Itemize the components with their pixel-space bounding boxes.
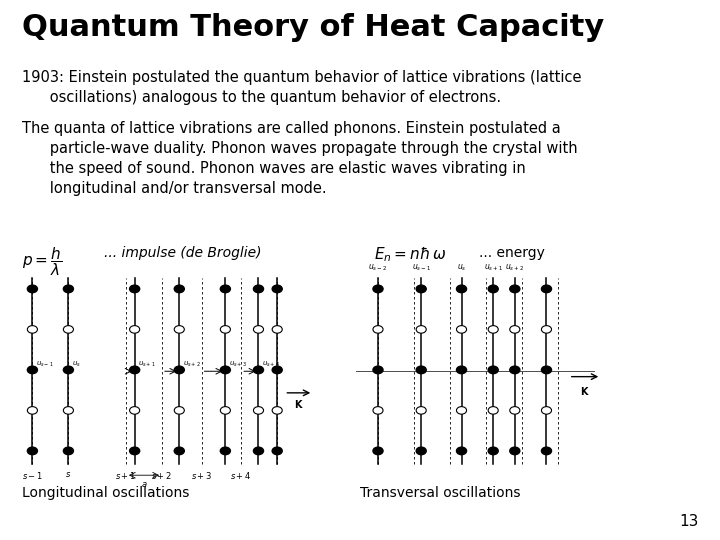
Circle shape: [174, 285, 184, 293]
Circle shape: [27, 366, 37, 374]
Circle shape: [416, 447, 426, 455]
Text: $u_{s+2}$: $u_{s+2}$: [505, 262, 524, 273]
Text: 13: 13: [679, 514, 698, 529]
Circle shape: [373, 407, 383, 414]
Circle shape: [541, 366, 552, 374]
Text: $\mathbf{K}$: $\mathbf{K}$: [294, 399, 304, 410]
Circle shape: [488, 366, 498, 374]
Text: $s-1$: $s-1$: [22, 470, 43, 481]
Circle shape: [63, 326, 73, 333]
Circle shape: [130, 326, 140, 333]
Circle shape: [220, 366, 230, 374]
Circle shape: [220, 326, 230, 333]
Circle shape: [253, 407, 264, 414]
Circle shape: [510, 447, 520, 455]
Circle shape: [541, 285, 552, 293]
Circle shape: [272, 447, 282, 455]
Circle shape: [220, 407, 230, 414]
Text: Transversal oscillations: Transversal oscillations: [360, 486, 521, 500]
Circle shape: [510, 407, 520, 414]
Circle shape: [416, 366, 426, 374]
Circle shape: [63, 407, 73, 414]
Circle shape: [541, 326, 552, 333]
Text: $u_{s+2}$: $u_{s+2}$: [183, 359, 201, 368]
Circle shape: [373, 447, 383, 455]
Text: Quantum Theory of Heat Capacity: Quantum Theory of Heat Capacity: [22, 14, 604, 43]
Circle shape: [174, 326, 184, 333]
Text: $p = \dfrac{h}{\lambda}$: $p = \dfrac{h}{\lambda}$: [22, 246, 62, 279]
Circle shape: [541, 407, 552, 414]
Circle shape: [174, 407, 184, 414]
Text: $s+1$: $s+1$: [115, 470, 137, 481]
Circle shape: [488, 407, 498, 414]
Text: ... energy: ... energy: [479, 246, 544, 260]
Circle shape: [272, 407, 282, 414]
Circle shape: [456, 447, 467, 455]
Circle shape: [174, 447, 184, 455]
Circle shape: [373, 285, 383, 293]
Circle shape: [456, 407, 467, 414]
Text: $\mathbf{K}$: $\mathbf{K}$: [580, 384, 590, 397]
Circle shape: [220, 285, 230, 293]
Text: $u_{s+1}$: $u_{s+1}$: [484, 262, 503, 273]
Circle shape: [63, 366, 73, 374]
Circle shape: [130, 447, 140, 455]
Text: $u_{s+3}$: $u_{s+3}$: [229, 359, 247, 368]
Text: $a$: $a$: [140, 480, 148, 489]
Circle shape: [27, 285, 37, 293]
Circle shape: [174, 366, 184, 374]
Text: $u_s$: $u_s$: [72, 359, 81, 368]
Text: $u_{s-1}$: $u_{s-1}$: [36, 359, 53, 368]
Text: $u_{s+1}$: $u_{s+1}$: [138, 359, 156, 368]
Circle shape: [416, 407, 426, 414]
Text: ... impulse (de Broglie): ... impulse (de Broglie): [104, 246, 262, 260]
Circle shape: [130, 285, 140, 293]
Circle shape: [488, 447, 498, 455]
Circle shape: [130, 407, 140, 414]
Circle shape: [488, 326, 498, 333]
Circle shape: [510, 285, 520, 293]
Circle shape: [130, 366, 140, 374]
Circle shape: [456, 285, 467, 293]
Text: $s+4$: $s+4$: [230, 470, 252, 481]
Circle shape: [27, 326, 37, 333]
Text: $u_{s-2}$: $u_{s-2}$: [369, 262, 387, 273]
Circle shape: [63, 447, 73, 455]
Text: $s$: $s$: [66, 470, 71, 479]
Circle shape: [272, 285, 282, 293]
Text: $u_{s+4}$: $u_{s+4}$: [262, 359, 280, 368]
Circle shape: [272, 366, 282, 374]
Circle shape: [541, 447, 552, 455]
Text: 1903: Einstein postulated the quantum behavior of lattice vibrations (lattice
  : 1903: Einstein postulated the quantum be…: [22, 70, 581, 105]
Text: $s+2$: $s+2$: [151, 470, 173, 481]
Circle shape: [488, 285, 498, 293]
Circle shape: [220, 447, 230, 455]
Text: $s+3$: $s+3$: [191, 470, 212, 481]
Circle shape: [416, 285, 426, 293]
Circle shape: [272, 326, 282, 333]
Circle shape: [27, 407, 37, 414]
Circle shape: [416, 326, 426, 333]
Circle shape: [456, 326, 467, 333]
Circle shape: [253, 326, 264, 333]
Circle shape: [63, 285, 73, 293]
Circle shape: [253, 447, 264, 455]
Text: The quanta of lattice vibrations are called phonons. Einstein postulated a
     : The quanta of lattice vibrations are cal…: [22, 122, 577, 196]
Text: $u_{s-1}$: $u_{s-1}$: [412, 262, 431, 273]
Circle shape: [510, 366, 520, 374]
Text: $u_s$: $u_s$: [456, 262, 467, 273]
Text: Longitudinal oscillations: Longitudinal oscillations: [22, 486, 189, 500]
Circle shape: [253, 366, 264, 374]
Circle shape: [27, 447, 37, 455]
Circle shape: [510, 326, 520, 333]
Circle shape: [373, 326, 383, 333]
Circle shape: [373, 366, 383, 374]
Text: $E_n = n\hbar\,\omega$: $E_n = n\hbar\,\omega$: [374, 246, 447, 265]
Circle shape: [253, 285, 264, 293]
Circle shape: [456, 366, 467, 374]
